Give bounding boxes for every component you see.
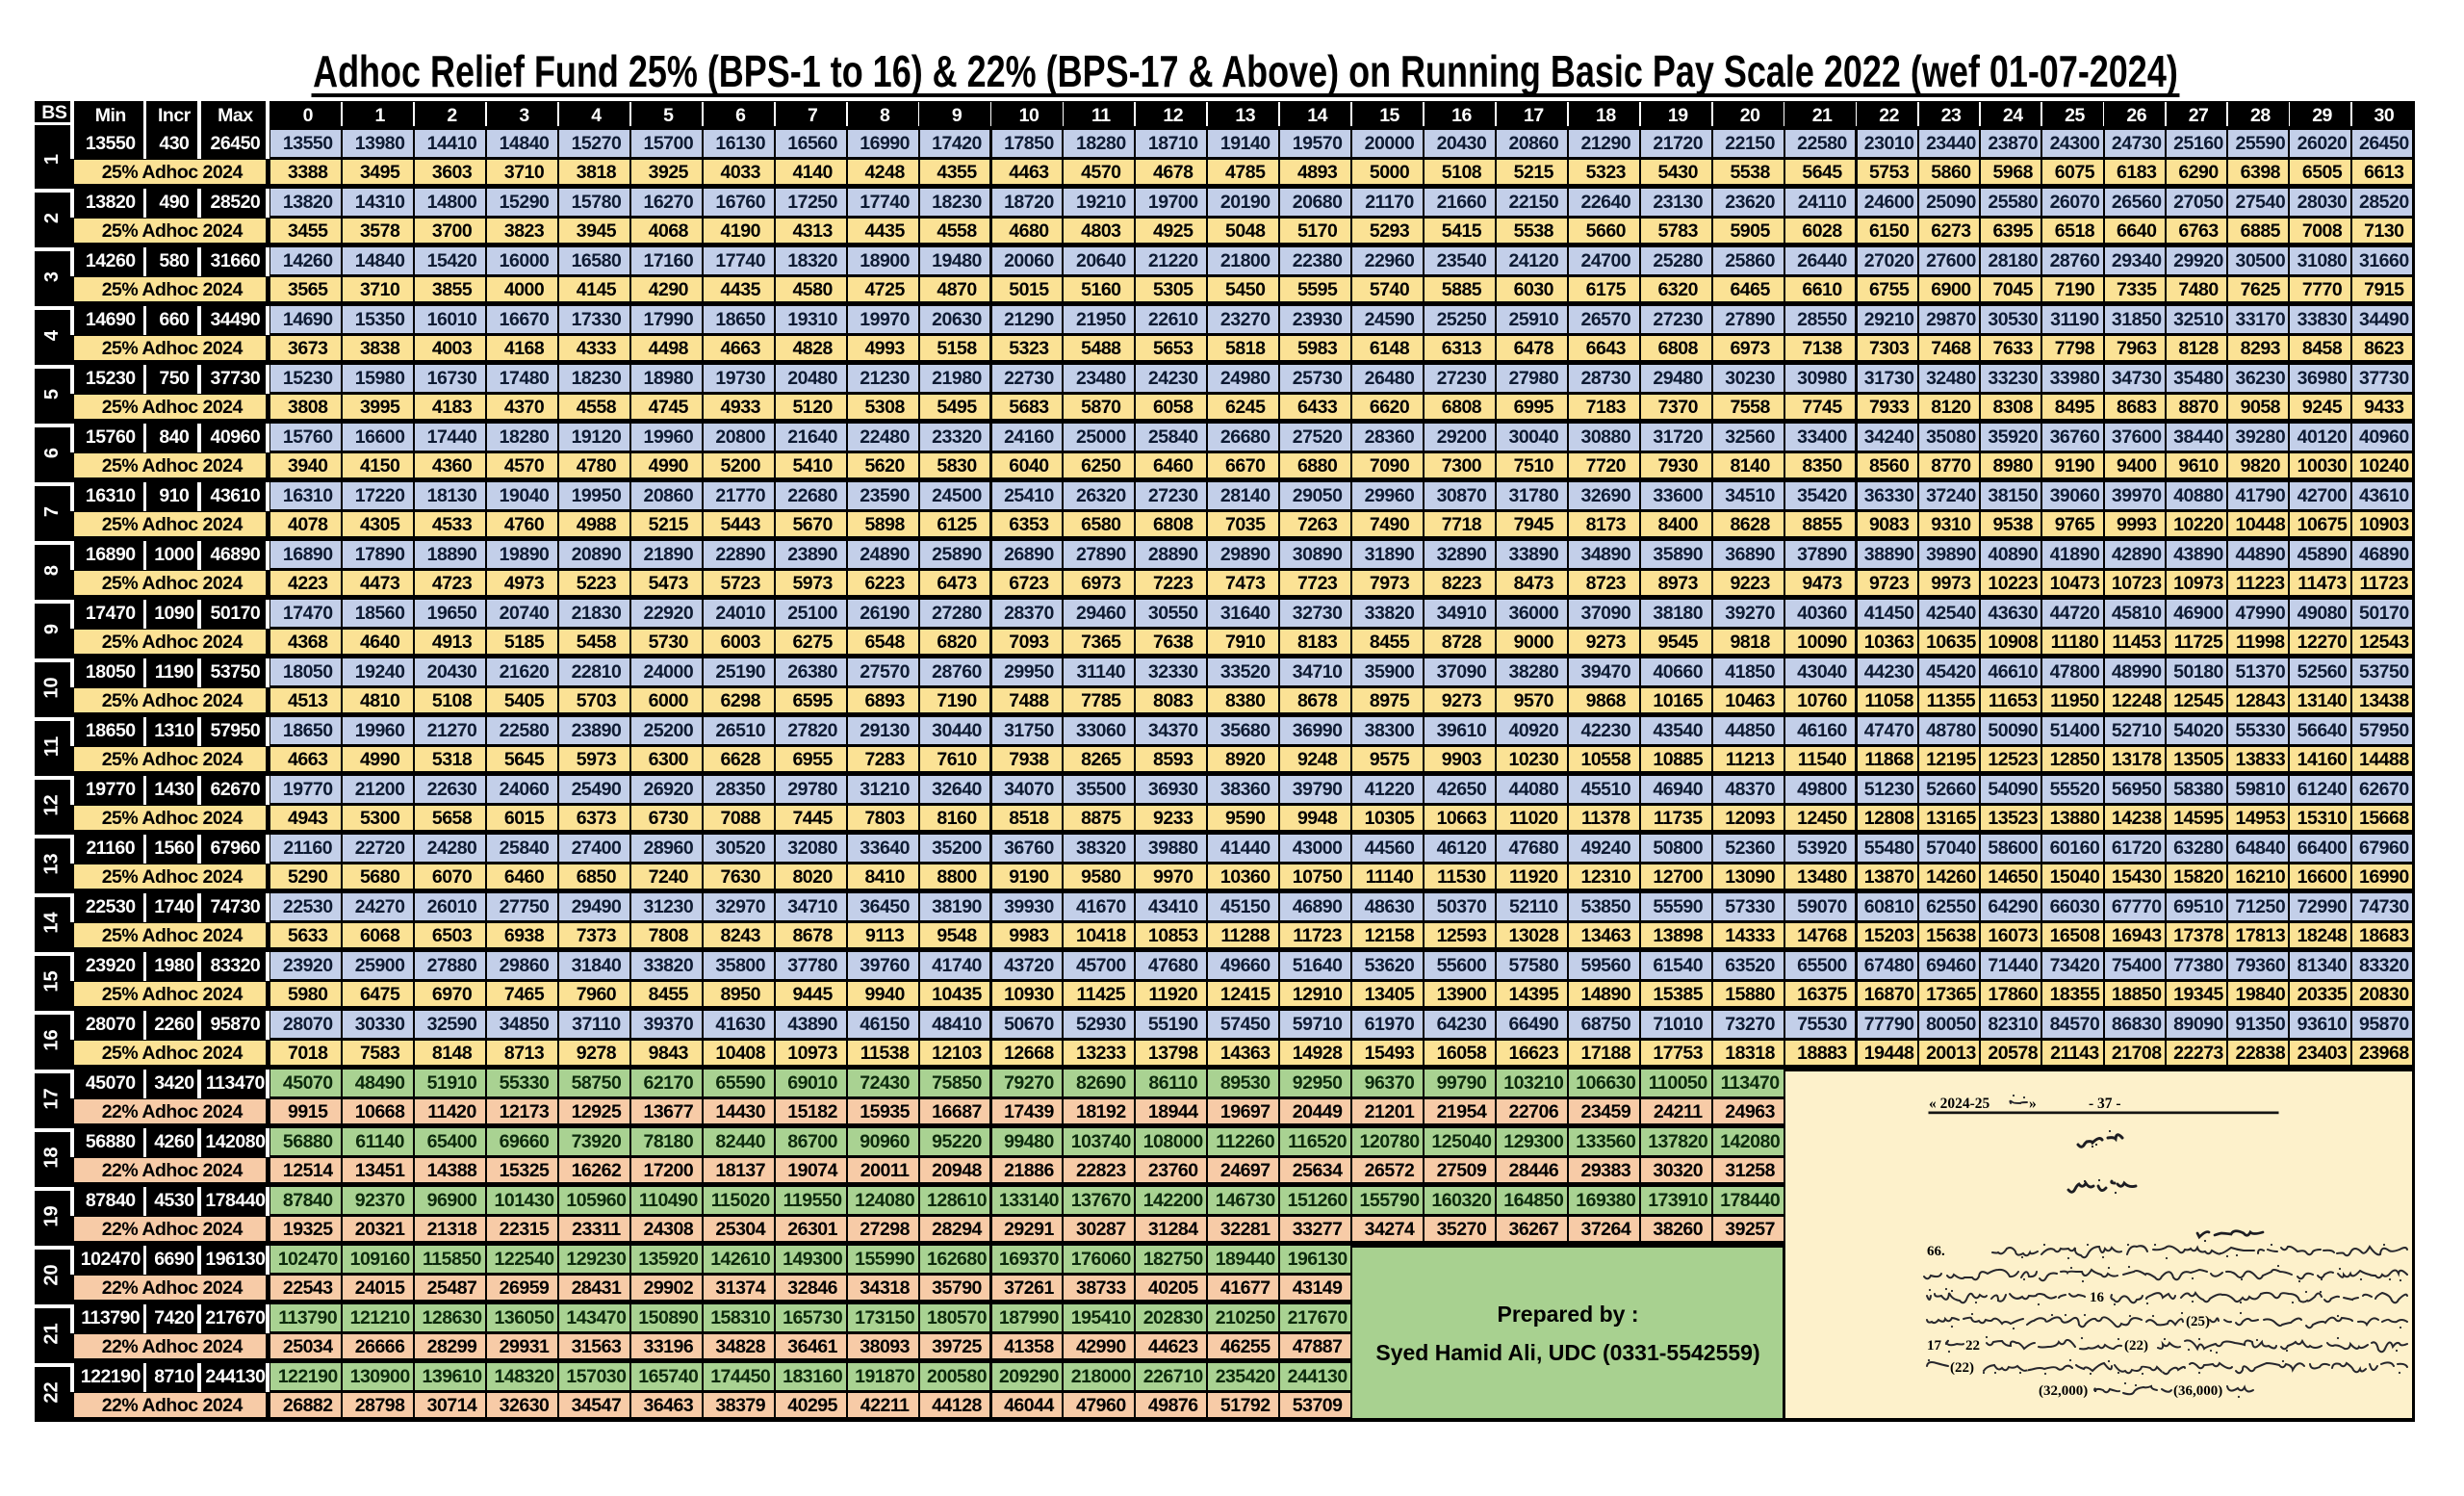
svg-text:(22): (22) <box>2124 1338 2148 1354</box>
svg-text:16: 16 <box>2090 1290 2105 1305</box>
svg-text:(22): (22) <box>1950 1360 1974 1376</box>
svg-text:»: » <box>2029 1096 2037 1112</box>
svg-text:66.: 66. <box>1927 1244 1945 1259</box>
svg-text:(32,000): (32,000) <box>2039 1383 2088 1399</box>
svg-text:22: 22 <box>1965 1338 1980 1354</box>
svg-text:(25): (25) <box>2186 1314 2210 1329</box>
svg-text:(36,000): (36,000) <box>2173 1383 2222 1399</box>
svg-text:17: 17 <box>1927 1338 1942 1354</box>
svg-text:- 37 -: - 37 - <box>2089 1096 2121 1112</box>
svg-text:« 2024-25: « 2024-25 <box>1929 1096 1990 1112</box>
